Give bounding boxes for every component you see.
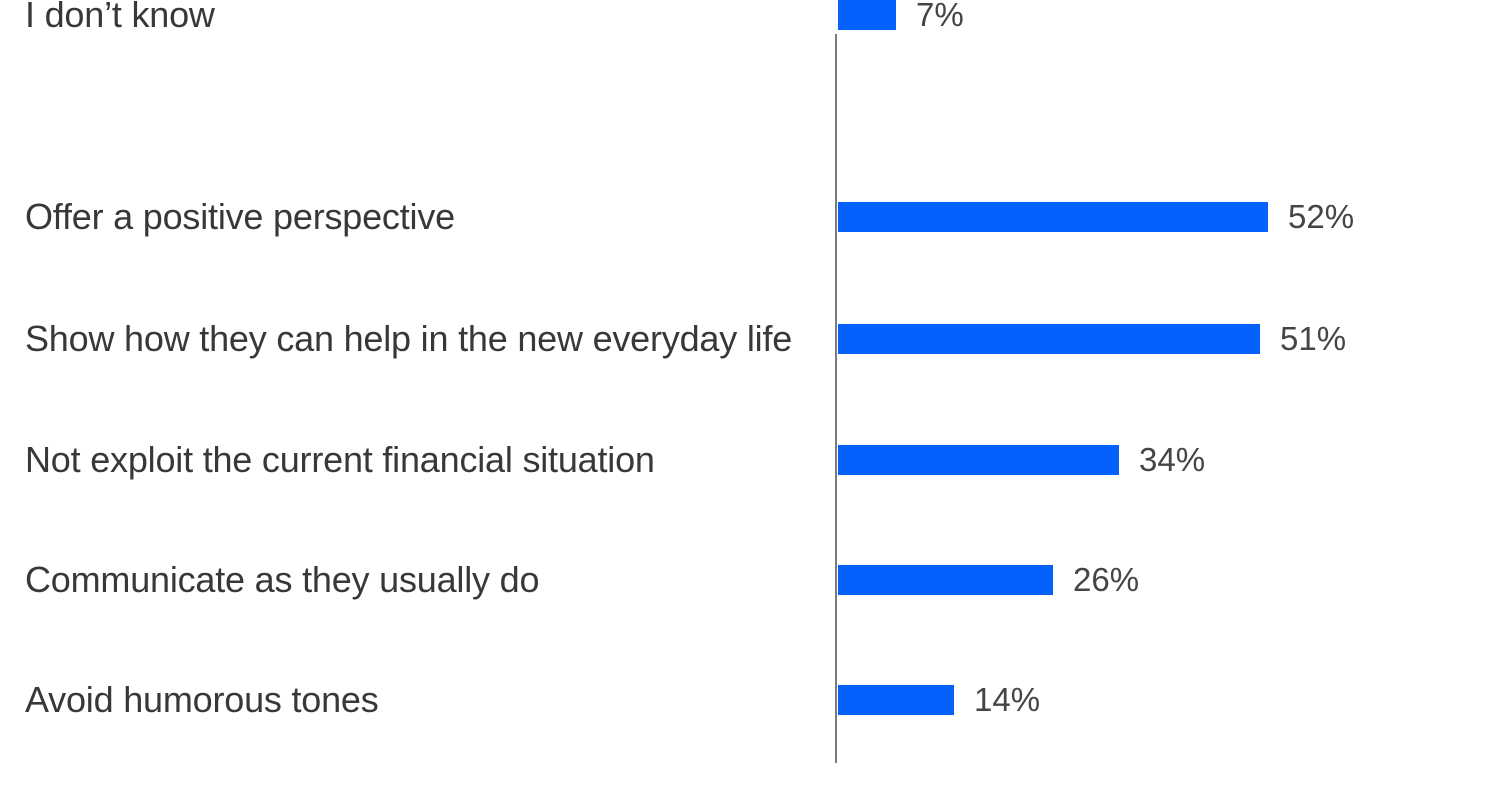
value-label: 14% bbox=[974, 681, 1041, 718]
bar-row: I don’t know 7% bbox=[0, 0, 1500, 35]
bar bbox=[838, 565, 1053, 595]
value-label: 52% bbox=[1288, 198, 1355, 235]
bar bbox=[838, 685, 954, 715]
category-label: I don’t know bbox=[25, 0, 215, 35]
value-label: 7% bbox=[916, 0, 964, 33]
category-label: Offer a positive perspective bbox=[25, 196, 455, 237]
bar bbox=[838, 0, 896, 30]
bar-row: Show how they can help in the new everyd… bbox=[0, 318, 1500, 359]
value-label: 26% bbox=[1073, 561, 1140, 598]
value-label: 51% bbox=[1280, 320, 1347, 357]
bar-row: Not exploit the current financial situat… bbox=[0, 439, 1500, 480]
category-label: Communicate as they usually do bbox=[25, 559, 540, 600]
bar bbox=[838, 445, 1119, 475]
bar bbox=[838, 202, 1268, 232]
bar bbox=[838, 324, 1260, 354]
bar-row: Avoid humorous tones 14% bbox=[0, 679, 1500, 720]
y-axis-line bbox=[835, 34, 837, 763]
category-label: Show how they can help in the new everyd… bbox=[25, 318, 793, 359]
value-label: 34% bbox=[1139, 441, 1206, 478]
category-label: Not exploit the current financial situat… bbox=[25, 439, 655, 480]
bar-row: Offer a positive perspective 52% bbox=[0, 196, 1500, 237]
category-label: Avoid humorous tones bbox=[25, 679, 379, 720]
bar-row: Communicate as they usually do 26% bbox=[0, 559, 1500, 600]
